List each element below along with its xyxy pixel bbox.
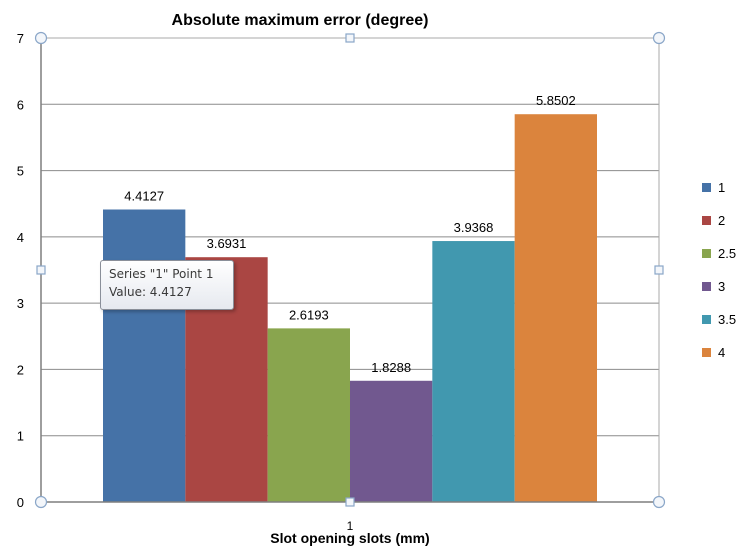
data-label: 4.4127 xyxy=(124,189,164,204)
y-tick-label: 2 xyxy=(17,362,24,377)
y-tick-label: 3 xyxy=(17,296,24,311)
corner-resize-handle[interactable] xyxy=(652,31,666,45)
data-label: 1.8288 xyxy=(371,360,411,375)
y-tick-label: 4 xyxy=(17,230,24,245)
edge-resize-handle[interactable] xyxy=(345,33,355,43)
legend-swatch xyxy=(702,183,711,192)
legend-label: 4 xyxy=(718,345,725,360)
corner-resize-handle[interactable] xyxy=(652,495,666,509)
data-label: 3.6931 xyxy=(207,236,247,251)
y-axis-ticks: 0 1 2 3 4 5 6 7 xyxy=(17,31,24,510)
tooltip-series-point: Series "1" Point 1 xyxy=(109,267,214,281)
y-tick-label: 1 xyxy=(17,429,24,444)
y-tick-label: 6 xyxy=(17,97,24,112)
y-tick-label: 7 xyxy=(17,31,24,46)
data-label: 3.9368 xyxy=(454,220,494,235)
legend-label: 2.5 xyxy=(718,246,736,261)
selection-handles[interactable] xyxy=(34,31,666,509)
legend-swatch xyxy=(702,315,711,324)
data-label: 5.8502 xyxy=(536,93,576,108)
bar-series-3.5[interactable] xyxy=(432,241,515,503)
y-tick-label: 5 xyxy=(17,164,24,179)
bar-series-1[interactable] xyxy=(103,209,186,502)
legend-swatch xyxy=(702,249,711,258)
legend: 1 2 2.5 3 3.5 4 xyxy=(702,180,736,360)
legend-swatch xyxy=(702,216,711,225)
legend-label: 3.5 xyxy=(718,312,736,327)
legend-label: 2 xyxy=(718,213,725,228)
y-tick-label: 0 xyxy=(17,495,24,510)
chart-title: Absolute maximum error (degree) xyxy=(172,12,429,29)
bar-series-3[interactable] xyxy=(350,380,433,502)
corner-resize-handle[interactable] xyxy=(34,31,48,45)
data-labels: 4.4127 3.6931 2.6193 1.8288 3.9368 5.8502 xyxy=(124,93,575,375)
edge-resize-handle[interactable] xyxy=(36,265,46,275)
x-tick-label: 1 xyxy=(347,519,354,533)
data-point-tooltip: Series "1" Point 1 Value: 4.4127 xyxy=(100,260,234,310)
bars xyxy=(103,114,597,503)
legend-swatch xyxy=(702,282,711,291)
legend-label: 3 xyxy=(718,279,725,294)
x-axis-title: Slot opening slots (mm) xyxy=(270,530,429,546)
data-label: 2.6193 xyxy=(289,307,329,322)
edge-resize-handle[interactable] xyxy=(654,265,664,275)
legend-swatch xyxy=(702,348,711,357)
bar-series-2.5[interactable] xyxy=(267,328,350,502)
corner-resize-handle[interactable] xyxy=(34,495,48,509)
edge-resize-handle[interactable] xyxy=(345,497,355,507)
tooltip-value: Value: 4.4127 xyxy=(109,285,192,299)
bar-series-4[interactable] xyxy=(514,114,597,502)
legend-label: 1 xyxy=(718,180,725,195)
